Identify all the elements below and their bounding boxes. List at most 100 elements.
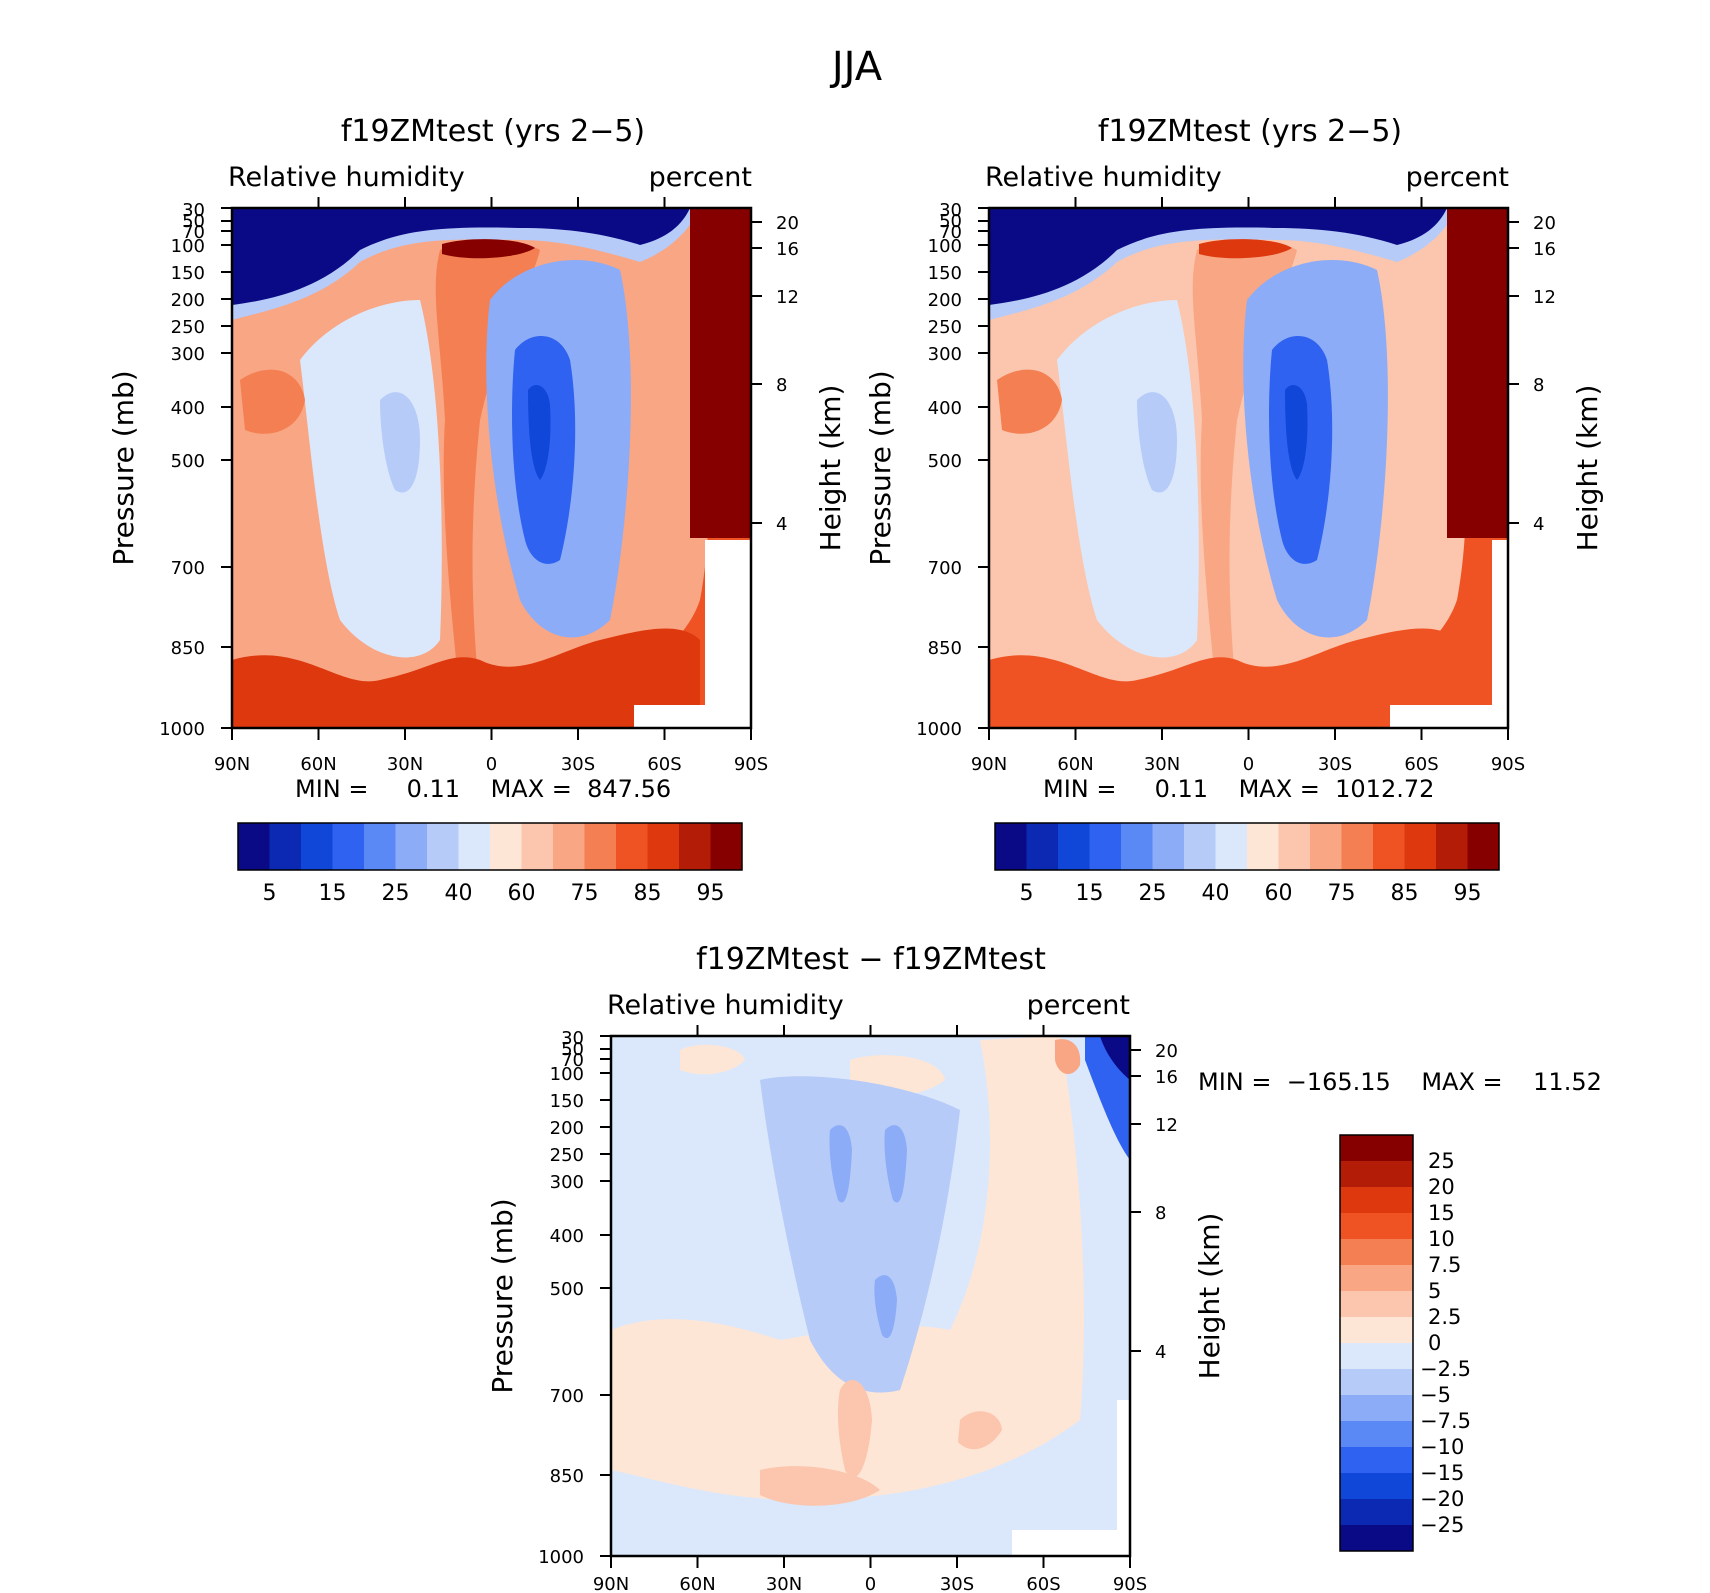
colorbar-swatch <box>1373 823 1405 870</box>
y-tick-label: 150 <box>550 1091 584 1112</box>
colorbar-vertical: 25 20 15 10 7.5 5 2.5 0 −2.5 −5 −7.5 −10… <box>1339 1134 1471 1552</box>
y-tick-label: 850 <box>171 638 205 659</box>
field-boundary-layer <box>989 628 1457 728</box>
colorbar-swatch <box>1058 823 1090 870</box>
y-tick-label: 300 <box>171 344 205 365</box>
colorbar-swatch <box>1467 823 1499 870</box>
colorbar-label: 25 <box>1139 881 1167 906</box>
colorbar-label: −20 <box>1420 1487 1464 1511</box>
field-tropical-tower <box>1192 241 1297 700</box>
colorbar-label: 95 <box>697 881 725 906</box>
panel-difference: f19ZMtest − f19ZMtest Relative humidity … <box>486 942 1602 1593</box>
y-axis-title: Pressure (mb) <box>107 370 140 565</box>
colorbar-label: 2.5 <box>1428 1305 1461 1329</box>
x-tick-label: 90S <box>734 754 768 775</box>
variable-label: Relative humidity <box>228 162 465 193</box>
height-tick-label: 12 <box>1533 287 1556 308</box>
height-tick-label: 8 <box>776 375 787 396</box>
colorbar-swatch <box>1340 1291 1413 1317</box>
x-tick-label: 90N <box>593 1574 629 1593</box>
y-axis-title: Pressure (mb) <box>864 370 897 565</box>
colorbar: 5 15 25 40 60 75 85 95 <box>994 822 1500 906</box>
colorbar-label: 60 <box>1265 881 1293 906</box>
colorbar-label: −7.5 <box>1420 1409 1471 1433</box>
colorbar-label: 85 <box>1391 881 1419 906</box>
colorbar-swatch <box>427 823 459 870</box>
y-tick-label: 700 <box>928 558 962 579</box>
colorbar-swatch <box>1340 1317 1413 1343</box>
y-tick-label: 400 <box>928 398 962 419</box>
field-moderate-positive <box>837 1380 872 1478</box>
colorbar-label: 60 <box>508 881 536 906</box>
x-tick-label: 30S <box>1318 754 1352 775</box>
colorbar-label: 75 <box>571 881 599 906</box>
field-negative-core <box>874 1275 897 1339</box>
colorbar-swatch <box>269 823 301 870</box>
colorbar-label: 75 <box>1328 881 1356 906</box>
x-tick-label: 30S <box>940 1574 974 1593</box>
y-tick-label: 30 <box>182 200 205 221</box>
colorbar-swatch <box>1340 1525 1413 1551</box>
height-tick-label: 16 <box>1533 239 1556 260</box>
colorbar-swatch <box>647 823 679 870</box>
colorbar-swatch <box>395 823 427 870</box>
panel-title: f19ZMtest − f19ZMtest <box>696 942 1046 977</box>
y-axis-right: 20 16 12 8 4 Height (km) <box>1508 213 1604 551</box>
colorbar-swatch <box>1340 1135 1413 1161</box>
colorbar-swatch <box>616 823 648 870</box>
field-moderate-positive <box>1055 1039 1081 1075</box>
colorbar-swatch <box>1340 1239 1413 1265</box>
y-tick-label: 70 <box>182 222 205 243</box>
y-tick-label: 70 <box>939 222 962 243</box>
colorbar-swatch <box>301 823 333 870</box>
y-axis-right: 20 16 12 8 4 Height (km) <box>1130 1041 1226 1379</box>
contour-field <box>611 1036 1130 1556</box>
colorbar-label: 15 <box>319 881 347 906</box>
colorbar-swatch <box>1340 1343 1413 1369</box>
colorbar-swatch <box>364 823 396 870</box>
y-tick-label: 300 <box>550 1172 584 1193</box>
field-tropopause-peak <box>442 239 535 259</box>
y-tick-label: 30 <box>939 200 962 221</box>
colorbar-swatch <box>995 823 1027 870</box>
y-tick-label: 50 <box>939 211 962 232</box>
colorbar-swatch <box>1340 1499 1413 1525</box>
colorbar-label: −25 <box>1420 1513 1464 1537</box>
y-tick-label: 1000 <box>916 719 962 740</box>
y-tick-label: 100 <box>171 236 205 257</box>
field-negative-core <box>829 1125 852 1203</box>
height-tick-label: 12 <box>1155 1115 1178 1136</box>
y-tick-label: 50 <box>182 211 205 232</box>
x-tick-label: 90S <box>1491 754 1525 775</box>
colorbar: 5 15 25 40 60 75 85 95 <box>237 822 743 906</box>
colorbar-swatch <box>1121 823 1153 870</box>
field-antarctic-moist <box>1447 208 1508 538</box>
y-tick-label: 100 <box>550 1064 584 1085</box>
y-tick-label: 150 <box>171 263 205 284</box>
colorbar-swatch <box>238 823 270 870</box>
x-tick-label: 60S <box>1026 1574 1060 1593</box>
missing-data-region <box>1012 1530 1130 1556</box>
y-tick-label: 500 <box>928 451 962 472</box>
colorbar-swatch <box>1215 823 1247 870</box>
units-label: percent <box>1406 162 1509 193</box>
colorbar-swatch <box>553 823 585 870</box>
colorbar-swatch <box>1340 1213 1413 1239</box>
colorbar-label: 15 <box>1428 1201 1455 1225</box>
colorbar-swatch <box>584 823 616 870</box>
colorbar-swatch <box>1404 823 1436 870</box>
y-tick-label: 200 <box>928 290 962 311</box>
colorbar-label: −2.5 <box>1420 1357 1471 1381</box>
field-antarctic-moist <box>690 208 751 538</box>
x-tick-label: 30S <box>561 754 595 775</box>
x-tick-label: 90N <box>214 754 250 775</box>
y-tick-label: 850 <box>928 638 962 659</box>
colorbar-swatch <box>521 823 553 870</box>
colorbar-swatch <box>1340 1421 1413 1447</box>
y-tick-label: 250 <box>550 1145 584 1166</box>
x-axis: 90N 60N 30N 0 30S 60S 90S <box>971 197 1525 775</box>
field-tropopause-peak <box>1199 239 1292 259</box>
y-tick-label: 200 <box>550 1118 584 1139</box>
height-tick-label: 12 <box>776 287 799 308</box>
